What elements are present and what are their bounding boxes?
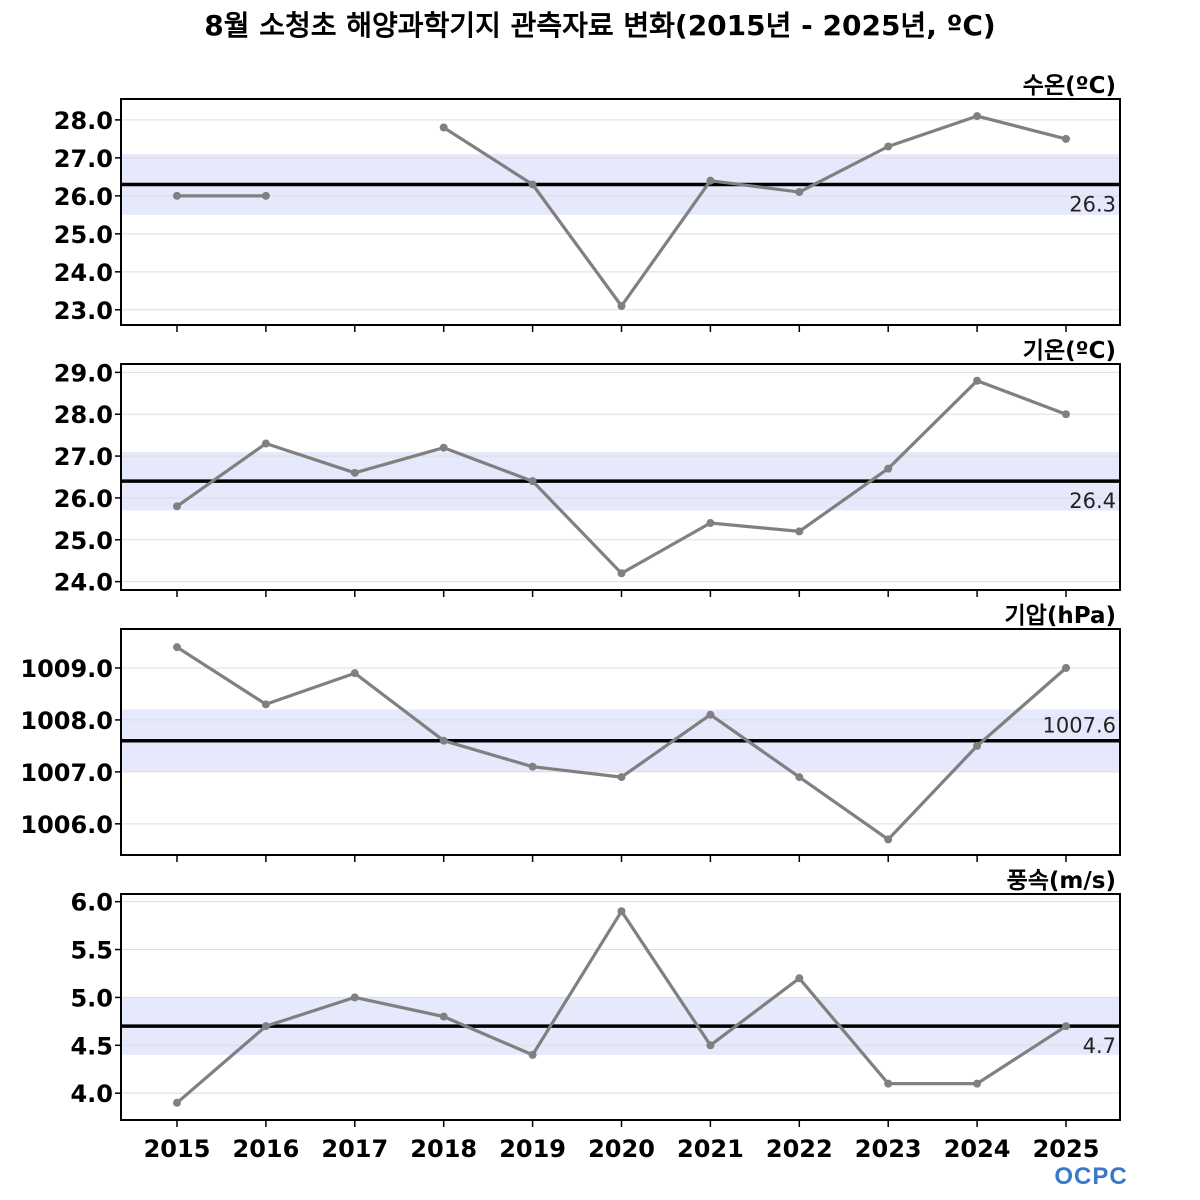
y-tick-label: 27.0: [54, 443, 113, 471]
chart-title: 8월 소청초 해양과학기지 관측자료 변화(2015년 - 2025년, ºC): [204, 9, 996, 42]
y-tick-label: 1009.0: [20, 655, 113, 683]
data-point: [706, 519, 715, 528]
x-tick-label: 2021: [677, 1135, 744, 1163]
plot-frame: [120, 363, 1121, 591]
y-tick-label: 28.0: [54, 401, 113, 429]
data-point: [884, 1079, 893, 1088]
data-point: [973, 112, 982, 121]
data-point: [350, 993, 359, 1002]
data-point: [1062, 1022, 1070, 1031]
data-point: [173, 643, 181, 652]
y-tick-label: 25.0: [54, 527, 113, 555]
panel-title: 기온(ºC): [1023, 338, 1116, 364]
data-point: [528, 477, 537, 486]
data-point: [795, 527, 804, 536]
data-point: [617, 569, 626, 578]
y-tick-label: 4.5: [70, 1032, 113, 1060]
data-point: [173, 1098, 181, 1107]
mean-value-label: 26.3: [1069, 192, 1116, 216]
x-tick-label: 2020: [588, 1135, 655, 1163]
data-point: [528, 180, 537, 189]
y-tick-label: 26.0: [54, 183, 113, 211]
data-point: [528, 1050, 537, 1059]
y-tick-label: 1007.0: [20, 759, 113, 787]
data-point: [617, 302, 626, 311]
data-point: [439, 443, 448, 452]
plot-frame: [120, 628, 1121, 856]
data-point: [617, 773, 626, 782]
y-tick-label: 24.0: [54, 259, 113, 287]
data-point: [173, 502, 181, 511]
y-tick-label: 5.5: [70, 937, 113, 965]
data-point: [350, 669, 359, 678]
x-tick-label: 2016: [233, 1135, 300, 1163]
y-tick-label: 25.0: [54, 221, 113, 249]
data-point: [706, 710, 715, 719]
data-point: [795, 773, 804, 782]
y-tick-label: 29.0: [54, 359, 113, 387]
data-point: [261, 191, 270, 200]
panel-title: 풍속(m/s): [1007, 868, 1116, 894]
data-point: [706, 1041, 715, 1050]
chart-panel-2: 24.0 25.0 26.0 27.0 28.0 29.0 26.4 기온(ºC): [54, 338, 1121, 597]
y-tick-label: 6.0: [70, 889, 113, 917]
mean-value-label: 4.7: [1083, 1034, 1116, 1058]
y-tick-label: 5.0: [70, 984, 113, 1012]
ocpc-logo: OCPC: [1049, 1160, 1133, 1192]
mean-value-label: 26.4: [1069, 489, 1116, 513]
data-point: [261, 1022, 270, 1031]
data-point: [439, 123, 448, 132]
chart-panel-4: 4.0 4.5 5.0 5.5 6.0 4.7 풍속(m/s): [70, 868, 1121, 1127]
mean-value-label: 1007.6: [1043, 714, 1116, 738]
data-point: [1062, 410, 1070, 419]
data-point: [973, 741, 982, 750]
y-tick-label: 1008.0: [20, 707, 113, 735]
data-point: [173, 191, 181, 200]
data-point: [261, 439, 270, 448]
x-tick-label: 2019: [499, 1135, 566, 1163]
data-point: [884, 835, 893, 844]
data-point: [1062, 134, 1070, 143]
y-tick-label: 4.0: [70, 1080, 113, 1108]
ocpc-logo-text: OCPC: [1054, 1163, 1127, 1190]
chart-panel-1: 23.0 24.0 25.0 26.0 27.0 28.0 26.3 수온(ºC): [54, 73, 1121, 332]
series-line: [442, 114, 1068, 308]
x-tick-label: 2015: [144, 1135, 211, 1163]
plot-frame: [120, 98, 1121, 326]
y-tick-label: 23.0: [54, 297, 113, 325]
data-point: [884, 464, 893, 473]
data-point: [973, 1079, 982, 1088]
x-tick-label: 2017: [321, 1135, 388, 1163]
data-point: [350, 468, 359, 477]
data-point: [617, 907, 626, 916]
y-tick-label: 27.0: [54, 145, 113, 173]
x-tick-label: 2025: [1033, 1135, 1100, 1163]
data-point: [973, 376, 982, 385]
data-point: [439, 736, 448, 745]
data-point: [1062, 663, 1070, 672]
data-point: [706, 176, 715, 185]
data-point: [795, 188, 804, 197]
data-point: [528, 762, 537, 771]
panel-title: 수온(ºC): [1023, 73, 1116, 99]
panel-title: 기압(hPa): [1005, 603, 1116, 629]
data-point: [884, 142, 893, 151]
y-tick-label: 26.0: [54, 485, 113, 513]
data-point: [795, 974, 804, 983]
data-point: [261, 700, 270, 709]
x-tick-label: 2022: [766, 1135, 833, 1163]
chart-panel-3: 1006.0 1007.0 1008.0 1009.0 1007.6 기압(hPa): [20, 603, 1121, 862]
x-tick-label: 2024: [944, 1135, 1011, 1163]
data-point: [439, 1012, 448, 1021]
plot-frame: [120, 893, 1121, 1121]
y-tick-label: 24.0: [54, 569, 113, 597]
y-tick-label: 1006.0: [20, 811, 113, 839]
x-tick-label: 2023: [855, 1135, 922, 1163]
y-tick-label: 28.0: [54, 107, 113, 135]
x-tick-label: 2018: [410, 1135, 477, 1163]
